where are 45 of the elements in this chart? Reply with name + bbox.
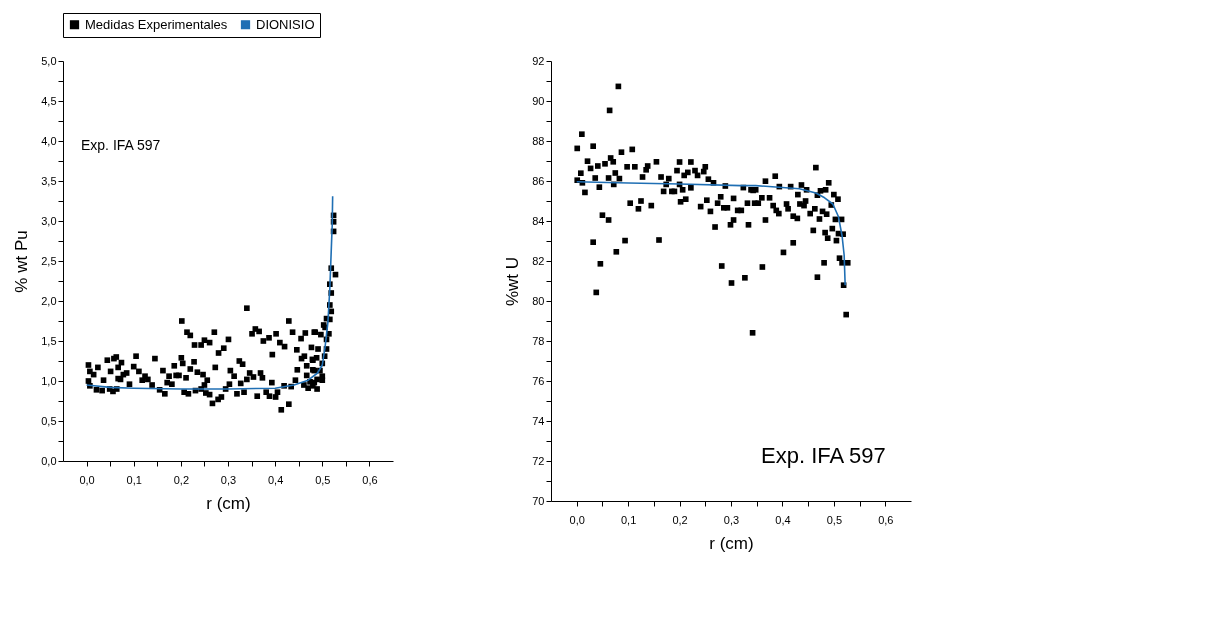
x-tick-label: 0,1 — [620, 513, 637, 526]
y-tick-label: 3,0 — [41, 214, 57, 227]
y-axis-title: %wt U — [503, 256, 523, 307]
y-tick-label: 80 — [532, 294, 545, 307]
x-tick-label: 0,1 — [126, 473, 142, 486]
x-tick-label: 0,0 — [79, 473, 95, 486]
y-tick-label: 90 — [532, 94, 545, 107]
annotation: Exp. IFA 597 — [81, 137, 161, 153]
y-tick-label: 0,5 — [41, 414, 57, 427]
y-tick-label: 78 — [532, 334, 545, 347]
x-tick-label: 0,6 — [362, 473, 378, 486]
x-tick-label: 0,3 — [220, 473, 237, 486]
y-tick-label: 86 — [532, 174, 545, 187]
y-tick-label: 4,0 — [41, 134, 57, 147]
legend-label: Medidas Experimentales — [85, 16, 228, 32]
y-tick-label: 74 — [532, 414, 545, 427]
y-tick-label: 82 — [532, 254, 545, 267]
x-tick-label: 0,3 — [723, 513, 740, 526]
x-tick-label: 0,4 — [267, 473, 284, 486]
x-tick-label: 0,2 — [173, 473, 190, 486]
x-axis-title: r (cm) — [206, 493, 251, 513]
y-tick-label: 72 — [532, 454, 545, 467]
annotation: Exp. IFA 597 — [761, 443, 886, 468]
y-tick-label: 2,5 — [41, 254, 57, 267]
x-tick-label: 0,5 — [315, 473, 331, 486]
x-tick-label: 0,6 — [878, 513, 894, 526]
y-tick-label: 4,5 — [41, 94, 57, 107]
x-tick-label: 0,2 — [672, 513, 688, 526]
x-axis-title: r (cm) — [709, 533, 754, 553]
y-tick-label: 2,0 — [41, 294, 57, 307]
y-tick-label: 3,5 — [41, 174, 57, 187]
y-tick-label: 76 — [532, 374, 545, 387]
x-tick-label: 0,0 — [569, 513, 585, 526]
y-tick-label: 1,5 — [41, 334, 57, 347]
y-tick-label: 5,0 — [41, 54, 57, 67]
y-tick-label: 0,0 — [41, 454, 57, 467]
y-tick-label: 70 — [532, 494, 545, 507]
y-tick-label: 88 — [532, 134, 545, 147]
x-tick-label: 0,4 — [775, 513, 791, 526]
y-axis-title: % wt Pu — [12, 230, 32, 293]
y-tick-label: 92 — [532, 54, 545, 67]
y-tick-label: 1,0 — [41, 374, 57, 387]
x-tick-label: 0,5 — [826, 513, 843, 526]
y-tick-label: 84 — [532, 214, 545, 227]
legend-label: DIONISIO — [256, 16, 315, 32]
